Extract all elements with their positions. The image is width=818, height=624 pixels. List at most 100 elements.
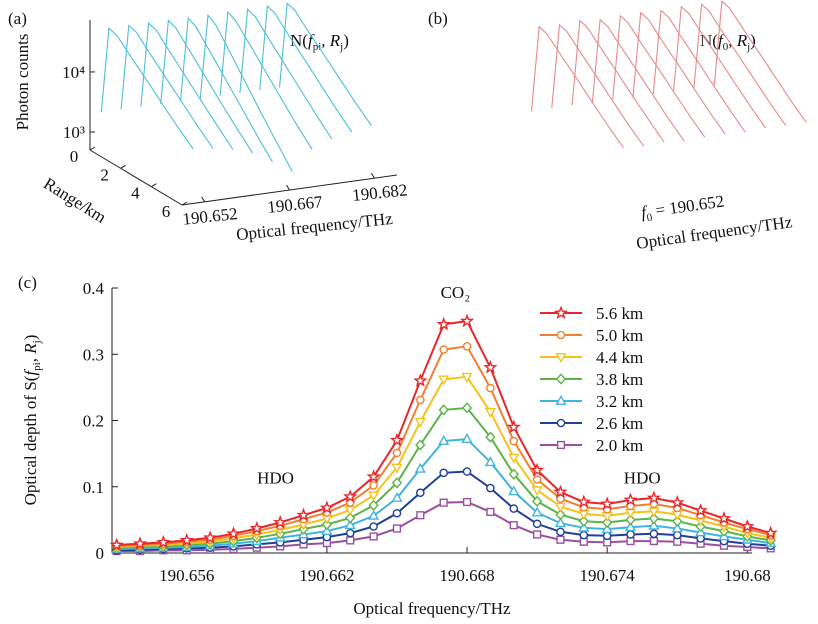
annotation: HDO (257, 468, 294, 487)
text: R (329, 31, 341, 50)
marker (483, 360, 498, 374)
marker (369, 532, 378, 541)
text: N( (290, 31, 308, 50)
marker (509, 436, 519, 446)
marker (649, 536, 658, 546)
curve (591, 18, 685, 142)
legend-label: 3.2 km (596, 392, 643, 411)
text: R (736, 31, 748, 50)
marker (438, 404, 449, 416)
marker (414, 462, 426, 473)
legend-label: 4.4 km (596, 348, 643, 367)
y-tick-label: 0.3 (83, 345, 104, 364)
marker (461, 372, 473, 383)
text: j (746, 41, 750, 53)
text: , (21, 354, 40, 363)
marker (272, 514, 288, 529)
marker (321, 525, 333, 535)
curve (673, 5, 767, 129)
text: f (640, 202, 650, 222)
marker (509, 521, 518, 530)
text: pi (313, 41, 322, 53)
y-tick-label: 0.4 (83, 279, 105, 298)
marker (413, 373, 428, 387)
marker (484, 408, 496, 418)
text: , (728, 31, 737, 50)
text: ) (750, 31, 756, 50)
x-tick-label: 6 (162, 202, 171, 221)
legend-marker (555, 353, 567, 364)
text: f (21, 369, 40, 376)
marker (439, 345, 448, 354)
marker (740, 519, 755, 533)
marker (462, 467, 472, 476)
marker (345, 512, 356, 524)
x-tick-label: 4 (131, 184, 140, 203)
marker (391, 491, 403, 502)
marker (416, 395, 425, 405)
marker (556, 527, 565, 537)
marker (555, 508, 566, 521)
marker (416, 511, 425, 520)
marker (461, 402, 473, 414)
legend-marker (556, 418, 566, 428)
marker (486, 507, 495, 517)
marker (554, 502, 567, 513)
y-tick-label: 0 (96, 544, 105, 563)
text: ) (21, 335, 40, 341)
marker (462, 497, 472, 507)
curve (120, 24, 214, 149)
marker (530, 462, 545, 477)
x-tick-label: 190.674 (580, 566, 636, 585)
curve (239, 8, 333, 140)
marker (484, 456, 496, 467)
legend-marker (556, 440, 566, 450)
marker (438, 434, 450, 445)
marker (576, 494, 592, 508)
marker (459, 313, 475, 328)
marker (600, 496, 615, 510)
curve (693, 3, 787, 127)
curve (632, 11, 726, 135)
marker (249, 521, 264, 535)
marker (506, 419, 521, 434)
marker (716, 510, 732, 525)
marker (649, 529, 659, 539)
marker (508, 468, 519, 480)
text: , (321, 31, 330, 50)
tick-mark (89, 146, 96, 151)
y-axis-label: Optical depth of S(fpi, Rj) (21, 335, 43, 506)
curve (713, 0, 807, 123)
marker (625, 514, 636, 526)
marker (415, 439, 426, 451)
marker (623, 492, 638, 507)
marker (392, 508, 402, 518)
marker (553, 484, 568, 499)
marker (462, 341, 472, 351)
tick-mark (120, 164, 126, 169)
tick-mark (181, 201, 188, 206)
marker (601, 523, 613, 534)
marker (648, 519, 660, 530)
marker (602, 516, 613, 529)
text: j (339, 41, 343, 53)
x-tick-label: 190.656 (159, 566, 214, 585)
marker (670, 495, 685, 509)
marker (344, 519, 356, 530)
text: R (21, 343, 40, 355)
annotation: N(f0, Rj) (700, 31, 756, 53)
marker (369, 522, 378, 531)
z-tick-label: 190.667 (266, 192, 323, 217)
annotation: N(fpi, Rj) (290, 31, 349, 53)
y-tick-label: 0.2 (83, 412, 104, 431)
x-tick-label: 190.68 (724, 566, 771, 585)
curve (278, 2, 372, 127)
marker (226, 526, 241, 540)
annotation: HDO (624, 468, 661, 487)
x-tick-label: 190.668 (439, 566, 494, 585)
marker (624, 521, 637, 532)
marker (345, 528, 355, 538)
marker (346, 536, 355, 545)
marker (578, 521, 590, 532)
marker (508, 485, 520, 496)
